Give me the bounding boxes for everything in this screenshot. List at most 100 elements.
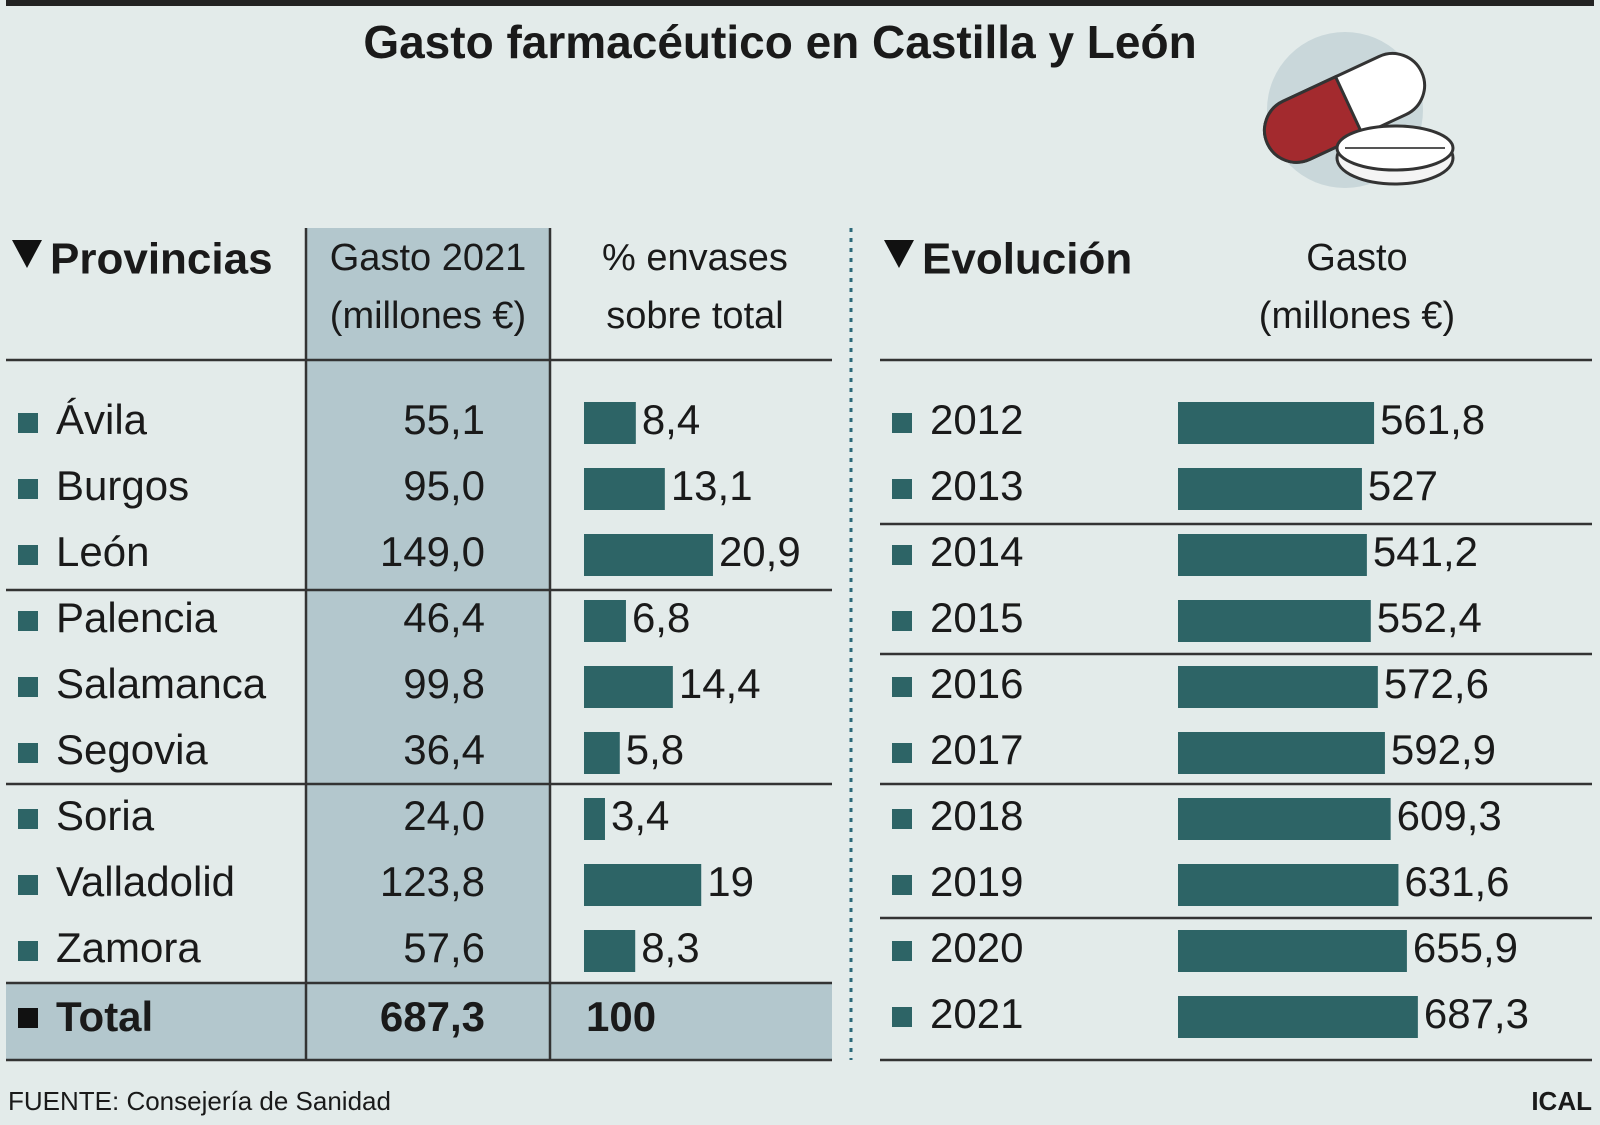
province-name: Salamanca (56, 660, 267, 707)
bar-label: 8,3 (641, 924, 699, 971)
year: 2018 (930, 792, 1023, 839)
bar-label: 541,2 (1373, 528, 1478, 575)
bar (584, 732, 620, 774)
province-name: Zamora (56, 924, 201, 971)
gasto-value: 95,0 (403, 462, 485, 509)
bar-label: 3,4 (611, 792, 669, 839)
bullet (892, 941, 912, 961)
bullet (18, 1008, 38, 1028)
bar-label: 552,4 (1377, 594, 1482, 641)
bullet (18, 545, 38, 565)
bar-label: 20,9 (719, 528, 801, 575)
total-pct: 100 (586, 993, 656, 1040)
bar-label: 572,6 (1384, 660, 1489, 707)
gasto-value: 36,4 (403, 726, 485, 773)
year: 2020 (930, 924, 1023, 971)
bullet (18, 809, 38, 829)
year: 2013 (930, 462, 1023, 509)
bullet (18, 677, 38, 697)
column-header: sobre total (606, 295, 783, 337)
top-bar (6, 0, 1594, 6)
gasto-value: 149,0 (380, 528, 485, 575)
year: 2014 (930, 528, 1023, 575)
gasto-value: 55,1 (403, 396, 485, 443)
column-header: % envases (602, 237, 788, 279)
shaded-column (306, 228, 550, 1060)
bar-label: 14,4 (679, 660, 761, 707)
bullet (892, 545, 912, 565)
column-header: (millones €) (1259, 295, 1455, 337)
bar-label: 655,9 (1413, 924, 1518, 971)
bullet (18, 743, 38, 763)
bar (1178, 798, 1391, 840)
bar (1178, 666, 1378, 708)
bar (1178, 468, 1362, 510)
bar-label: 609,3 (1397, 792, 1502, 839)
column-header: Gasto 2021 (330, 237, 526, 279)
year: 2019 (930, 858, 1023, 905)
bar (584, 600, 626, 642)
bar-label: 8,4 (642, 396, 700, 443)
bullet (892, 809, 912, 829)
bar-label: 561,8 (1380, 396, 1485, 443)
bar (1178, 534, 1367, 576)
total-band (6, 983, 832, 1060)
total-label: Total (56, 993, 153, 1040)
bar (584, 534, 713, 576)
total-gasto: 687,3 (380, 993, 485, 1040)
bullet (892, 875, 912, 895)
year: 2021 (930, 990, 1023, 1037)
bullet (18, 941, 38, 961)
bar (584, 666, 673, 708)
bar (1178, 600, 1371, 642)
bar (584, 798, 605, 840)
triangle (884, 240, 914, 268)
bullet (892, 611, 912, 631)
bar (1178, 402, 1375, 444)
bar-label: 592,9 (1391, 726, 1496, 773)
bar (1178, 864, 1399, 906)
source: FUENTE: Consejería de Sanidad (8, 1086, 391, 1116)
column-header: (millones €) (330, 295, 526, 337)
gasto-value: 57,6 (403, 924, 485, 971)
bar-label: 5,8 (626, 726, 684, 773)
bar-label: 19 (707, 858, 754, 905)
bar (1178, 996, 1418, 1038)
bar-label: 527 (1368, 462, 1438, 509)
bullet (892, 743, 912, 763)
year: 2012 (930, 396, 1023, 443)
province-name: León (56, 528, 149, 575)
gasto-value: 99,8 (403, 660, 485, 707)
heading: Provincias (50, 235, 273, 284)
bar-label: 631,6 (1404, 858, 1509, 905)
gasto-value: 46,4 (403, 594, 485, 641)
bar (1178, 732, 1385, 774)
gasto-value: 123,8 (380, 858, 485, 905)
province-name: Soria (56, 792, 155, 839)
province-name: Segovia (56, 726, 208, 773)
province-name: Burgos (56, 462, 189, 509)
bullet (18, 611, 38, 631)
bullet (892, 677, 912, 697)
year: 2015 (930, 594, 1023, 641)
gasto-value: 24,0 (403, 792, 485, 839)
bar-label: 6,8 (632, 594, 690, 641)
bullet (18, 875, 38, 895)
province-name: Valladolid (56, 858, 235, 905)
column-header: Gasto (1306, 237, 1407, 279)
bullet (892, 1007, 912, 1027)
bar-label: 687,3 (1424, 990, 1529, 1037)
triangle (12, 240, 42, 268)
bar (1178, 930, 1407, 972)
year: 2016 (930, 660, 1023, 707)
province-name: Palencia (56, 594, 218, 641)
title: Gasto farmacéutico en Castilla y León (363, 16, 1196, 68)
year: 2017 (930, 726, 1023, 773)
bullet (892, 413, 912, 433)
bar (584, 930, 636, 972)
province-name: Ávila (56, 396, 148, 443)
bar (584, 864, 702, 906)
bullet (892, 479, 912, 499)
bar (584, 402, 636, 444)
